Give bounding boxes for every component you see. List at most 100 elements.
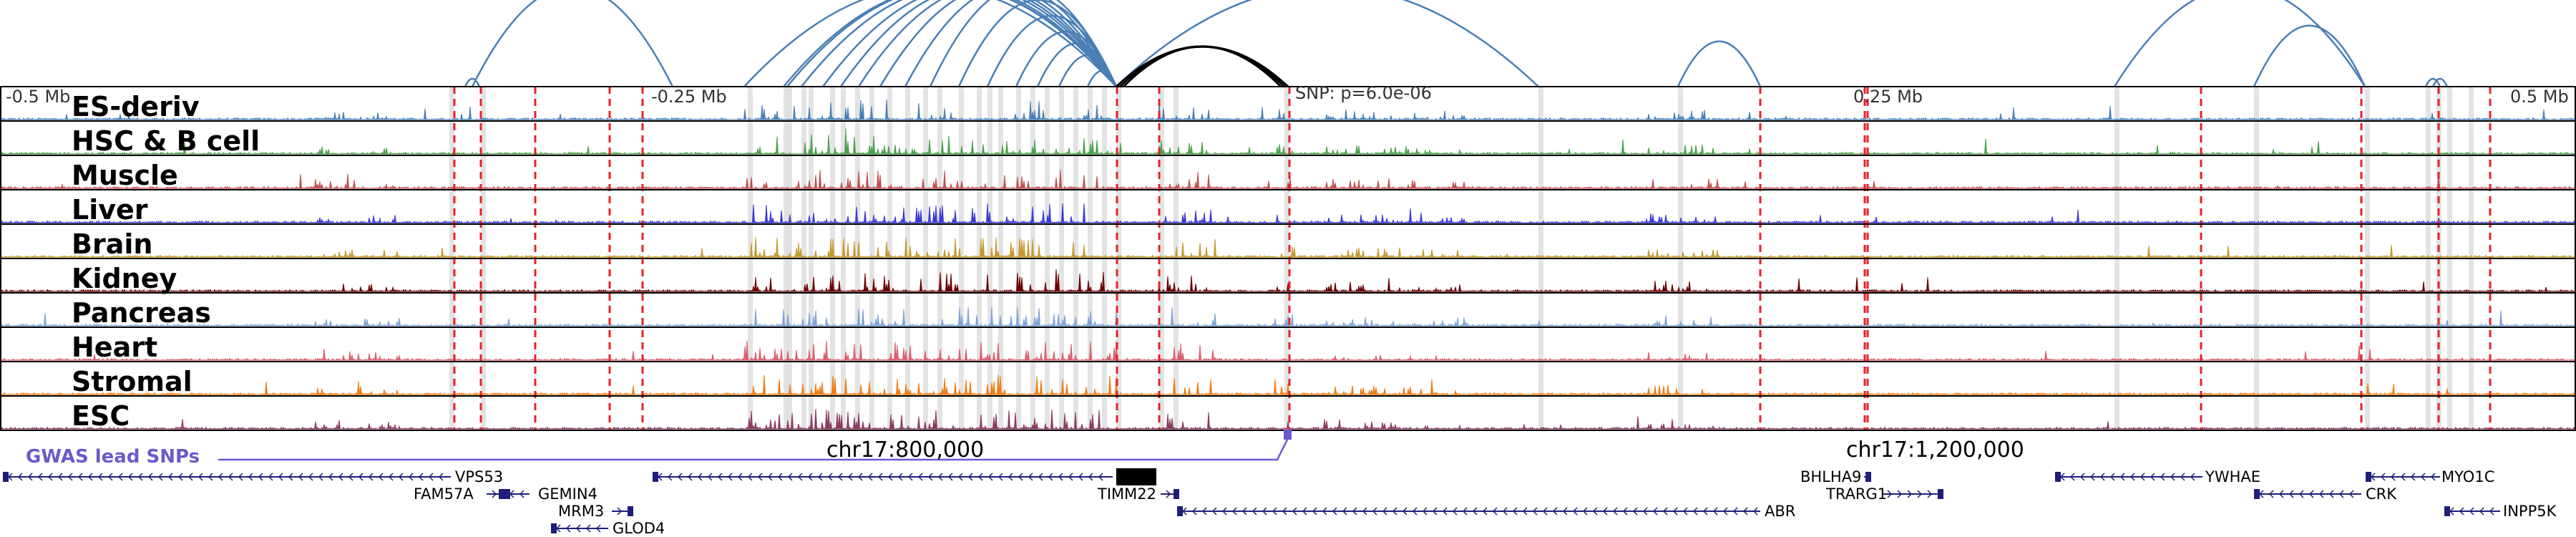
strand-arrow	[1038, 473, 1043, 481]
strand-arrow	[147, 473, 153, 481]
strand-arrow	[1642, 507, 1648, 516]
gene-label-nxn: NXN	[1121, 468, 1153, 485]
strand-arrow	[1602, 507, 1608, 516]
strand-arrow	[797, 473, 803, 481]
gene-model-mrm3	[612, 506, 633, 516]
strand-arrow	[358, 473, 364, 481]
strand-arrow	[1442, 507, 1448, 516]
gene-model-gemin4	[504, 489, 530, 499]
strand-arrow	[1722, 507, 1728, 516]
chromatin-loop-arc	[1086, 70, 1118, 87]
strand-arrow	[248, 473, 253, 481]
strand-arrow	[907, 473, 913, 481]
strand-arrow	[107, 473, 113, 481]
strand-arrow	[977, 473, 983, 481]
strand-arrow	[1231, 507, 1237, 516]
strand-arrow	[2099, 473, 2105, 481]
strand-arrow	[1662, 507, 1668, 516]
gene-exon	[1938, 489, 1943, 499]
strand-arrow	[1562, 507, 1568, 516]
strand-arrow	[2160, 473, 2165, 481]
strand-arrow	[1542, 507, 1548, 516]
strand-arrow	[897, 473, 903, 481]
strand-arrow	[218, 473, 223, 481]
strand-arrow	[2348, 490, 2354, 498]
strand-arrow	[1682, 507, 1688, 516]
strand-arrow	[1412, 507, 1418, 516]
chromatin-loop-arc	[857, 0, 1118, 87]
strand-arrow	[1392, 507, 1397, 516]
strand-arrow	[2430, 473, 2436, 481]
strand-arrow	[87, 473, 93, 481]
strand-arrow	[47, 473, 53, 481]
gene-exon	[504, 489, 510, 499]
gene-label-vps53: VPS53	[455, 468, 503, 485]
strand-arrow	[2328, 490, 2334, 498]
strand-arrow	[1362, 507, 1367, 516]
strand-arrow	[1492, 507, 1498, 516]
strand-arrow	[2119, 473, 2125, 481]
strand-arrow	[757, 473, 763, 481]
track-frames	[0, 86, 2576, 431]
scale-label-plus-quarter-mb: 0.25 Mb	[1853, 87, 1923, 107]
strand-arrow	[1166, 490, 1171, 498]
gene-model-crk	[2254, 489, 2361, 499]
chromatin-loop-arc	[786, 0, 1117, 87]
strand-arrow	[707, 473, 713, 481]
strand-arrow	[1272, 507, 1277, 516]
strand-arrow	[1098, 473, 1103, 481]
gene-exon	[551, 523, 557, 533]
gene-label-ywhae: YWHAE	[2205, 468, 2260, 485]
strand-arrow	[767, 473, 773, 481]
track-label-es-deriv: ES-deriv	[72, 91, 200, 122]
strand-arrow	[867, 473, 873, 481]
strand-arrow	[288, 473, 293, 481]
strand-arrow	[837, 473, 843, 481]
strand-arrow	[1342, 507, 1347, 516]
strand-arrow	[348, 473, 353, 481]
strand-arrow	[2318, 490, 2324, 498]
gene-model-inpp5k	[2444, 506, 2500, 516]
gene-exon	[2444, 506, 2450, 516]
strand-arrow	[1302, 507, 1307, 516]
chromatin-loop-arc	[743, 0, 1117, 87]
strand-arrow	[208, 473, 213, 481]
strand-arrow	[1452, 507, 1458, 516]
gene-label-bhlha9: BHLHA9	[1800, 468, 1861, 485]
strand-arrow	[1917, 490, 1923, 498]
chromatin-loop-arc	[821, 0, 1118, 87]
strand-arrow	[378, 473, 384, 481]
strand-arrow	[1322, 507, 1327, 516]
strand-arrow	[1088, 473, 1093, 481]
strand-arrow	[1262, 507, 1267, 516]
strand-arrow	[827, 473, 833, 481]
chromatin-loop-arc	[1116, 0, 1539, 87]
strand-arrow	[1712, 507, 1718, 516]
gene-label-myo1c: MYO1C	[2441, 468, 2494, 485]
scale-label-minus-quarter-mb: -0.25 Mb	[651, 87, 727, 107]
strand-arrow	[67, 473, 73, 481]
strand-arrow	[1612, 507, 1618, 516]
strand-arrow	[258, 473, 263, 481]
highlighted-loop-arc	[1115, 45, 1289, 88]
strand-arrow	[17, 473, 23, 481]
strand-arrow	[127, 473, 133, 481]
strand-arrow	[2268, 490, 2274, 498]
strand-arrow	[717, 473, 723, 481]
chromatin-loop-arc	[2113, 0, 2366, 87]
track-label-muscle: Muscle	[72, 160, 178, 191]
gene-label-crk: CRK	[2366, 485, 2397, 503]
strand-arrow	[1752, 507, 1758, 516]
strand-arrow	[428, 473, 434, 481]
track-label-heart: Heart	[72, 332, 157, 363]
strand-arrow	[2089, 473, 2095, 481]
strand-arrow	[1048, 473, 1053, 481]
strand-arrow	[987, 473, 993, 481]
gene-model-abr	[1177, 506, 1760, 516]
chromatin-loop-arc	[904, 0, 1118, 87]
track-label-kidney: Kidney	[72, 263, 177, 294]
strand-arrow	[1887, 490, 1893, 498]
gene-label-gemin4: GEMIN4	[538, 485, 597, 503]
strand-arrow	[27, 473, 33, 481]
strand-arrow	[1462, 507, 1468, 516]
